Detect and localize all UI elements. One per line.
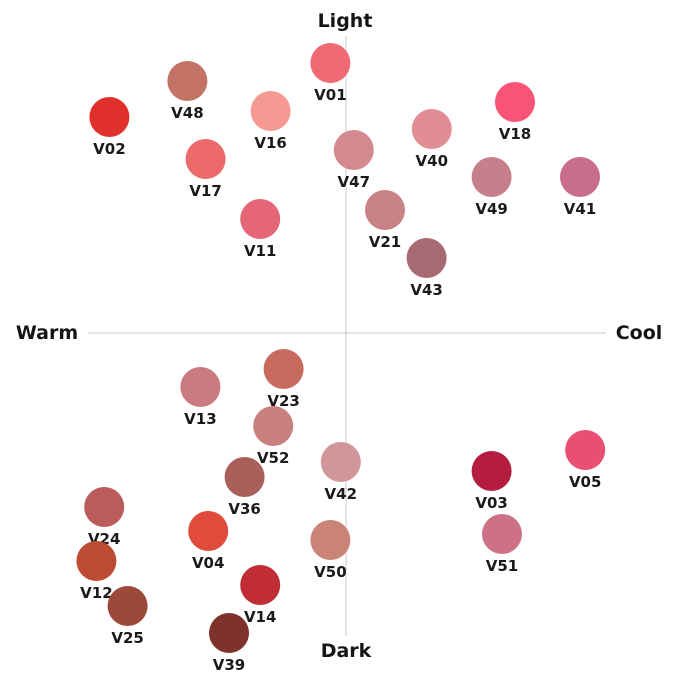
swatch-v02: V02 [89, 97, 130, 158]
swatch-v47: V47 [333, 130, 374, 191]
swatch-label: V14 [244, 608, 276, 626]
swatch-label: V04 [192, 554, 224, 572]
swatch-v36: V36 [224, 457, 265, 518]
swatch-v40: V40 [411, 109, 452, 170]
swatch-label: V42 [325, 485, 357, 503]
swatch-label: V13 [184, 410, 216, 428]
swatch-v51: V51 [482, 514, 522, 575]
swatch-v23: V23 [263, 349, 304, 410]
swatch-label: V39 [213, 656, 245, 674]
swatch-v05: V05 [565, 430, 606, 491]
swatch-circle [365, 190, 405, 230]
swatch-label: V03 [475, 494, 507, 512]
axis-label-cool: Cool [616, 322, 663, 344]
swatch-v42: V42 [320, 442, 361, 503]
swatch-v03: V03 [471, 451, 512, 512]
swatch-v43: V43 [406, 238, 447, 299]
swatch-circle [565, 430, 606, 470]
swatch-circle [89, 97, 130, 137]
swatch-circle [250, 91, 291, 131]
swatch-circle [107, 586, 148, 626]
swatch-label: V47 [338, 173, 370, 191]
axis-label-dark: Dark [321, 640, 372, 662]
swatch-label: V12 [80, 584, 112, 602]
swatch-points: V01 V48 V02 V16 V18 V40 V17 V47 V49 V41 V11 V21 V43 V… [76, 43, 606, 674]
swatch-label: V50 [314, 563, 346, 581]
swatch-v14: V14 [240, 565, 281, 626]
swatch-circle [406, 238, 447, 278]
swatch-v17: V17 [185, 139, 226, 200]
swatch-circle [253, 406, 294, 446]
swatch-circle [471, 451, 512, 491]
swatch-label: V49 [475, 200, 507, 218]
swatch-circle [180, 367, 221, 407]
swatch-label: V21 [369, 233, 401, 251]
swatch-circle [560, 157, 600, 197]
swatch-v01: V01 [310, 43, 351, 104]
swatch-label: V11 [244, 242, 276, 260]
swatch-v39: V39 [209, 613, 249, 674]
swatch-v04: V04 [188, 511, 229, 572]
swatch-circle [482, 514, 522, 554]
swatch-circle [167, 61, 208, 101]
swatch-label: V43 [410, 281, 442, 299]
swatch-circle [310, 43, 351, 83]
swatch-circle [471, 157, 512, 197]
swatch-circle [224, 457, 265, 497]
swatch-label: V40 [416, 152, 448, 170]
swatch-circle [209, 613, 249, 653]
swatch-label: V02 [93, 140, 125, 158]
swatch-label: V05 [569, 473, 601, 491]
swatch-v13: V13 [180, 367, 221, 428]
swatch-circle [240, 199, 281, 239]
swatch-circle [411, 109, 452, 149]
swatch-circle [76, 541, 117, 581]
swatch-v18: V18 [495, 82, 535, 143]
swatch-circle [333, 130, 374, 170]
swatch-label: V48 [171, 104, 203, 122]
swatch-v11: V11 [240, 199, 281, 260]
swatch-circle [263, 349, 304, 389]
swatch-v12: V12 [76, 541, 117, 602]
swatch-v25: V25 [107, 586, 148, 647]
swatch-label: V18 [499, 125, 531, 143]
swatch-label: V17 [189, 182, 221, 200]
swatch-circle [320, 442, 361, 482]
swatch-v16: V16 [250, 91, 291, 152]
swatch-circle [84, 487, 125, 527]
swatch-v48: V48 [167, 61, 208, 122]
swatch-label: V01 [314, 86, 346, 104]
swatch-v49: V49 [471, 157, 512, 218]
swatch-label: V23 [267, 392, 299, 410]
swatch-circle [495, 82, 535, 122]
swatch-circle [240, 565, 281, 605]
swatch-label: V41 [564, 200, 596, 218]
swatch-v21: V21 [365, 190, 405, 251]
swatch-circle [185, 139, 226, 179]
swatch-label: V16 [254, 134, 286, 152]
swatch-label: V36 [228, 500, 260, 518]
axis-label-warm: Warm [16, 322, 78, 344]
swatch-v41: V41 [560, 157, 600, 218]
swatch-circle [310, 520, 351, 560]
swatch-v24: V24 [84, 487, 125, 548]
axis-label-light: Light [318, 10, 373, 32]
swatch-label: V51 [486, 557, 518, 575]
swatch-circle [188, 511, 229, 551]
swatch-label: V52 [257, 449, 289, 467]
swatch-v52: V52 [253, 406, 294, 467]
swatch-label: V25 [111, 629, 143, 647]
swatch-v50: V50 [310, 520, 351, 581]
